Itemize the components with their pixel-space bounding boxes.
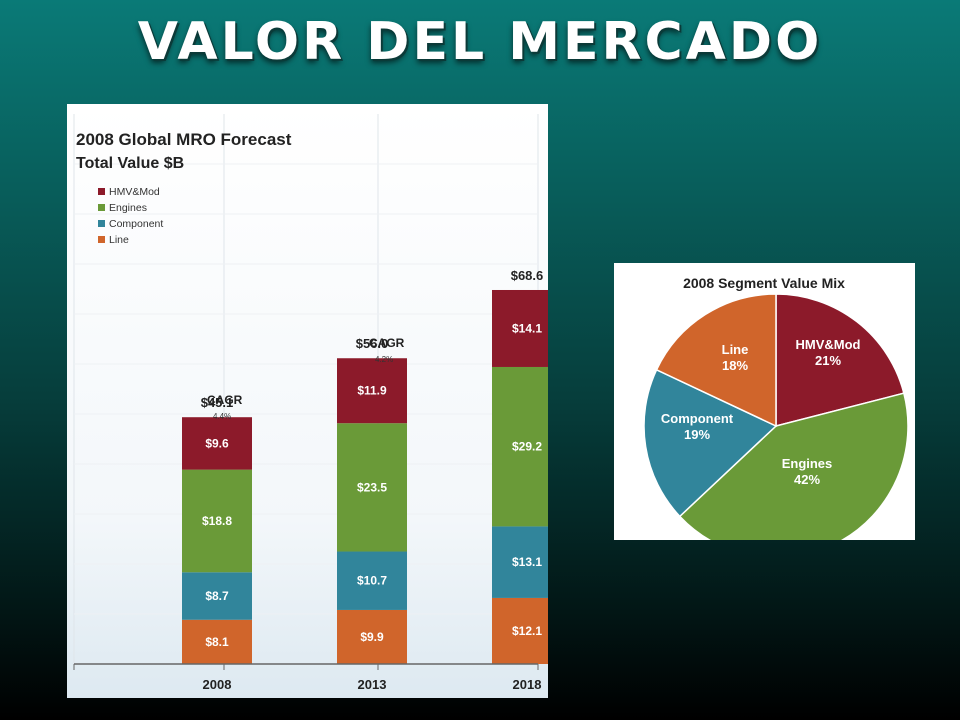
pie-slice bbox=[643, 368, 778, 518]
bar-segment bbox=[182, 619, 252, 664]
bar-segment bbox=[337, 551, 407, 610]
bar-segment bbox=[182, 572, 252, 620]
bar-chart-title: 2008 Global MRO Forecast bbox=[76, 130, 292, 149]
bar-chart-subtitle: Total Value $B bbox=[76, 155, 184, 172]
pie-slice-percent: 21% bbox=[815, 353, 841, 368]
cagr-value: 4.4% bbox=[213, 412, 231, 421]
bar-data-label: $10.7 bbox=[357, 574, 387, 588]
bar-total-label: $45.1 bbox=[201, 395, 234, 410]
x-tick-label: 2013 bbox=[358, 677, 387, 692]
bar-data-label: $12.1 bbox=[512, 624, 542, 638]
pie-slice bbox=[775, 293, 905, 427]
cagr-label: CAGR bbox=[207, 393, 243, 407]
bar-chart: 2008 Global MRO Forecast Total Value $B HM… bbox=[73, 114, 562, 692]
bar-data-label: $29.2 bbox=[512, 440, 542, 454]
legend-entry: HMV&Mod bbox=[109, 186, 160, 198]
bar-data-label: $9.9 bbox=[360, 630, 384, 644]
bar-data-label: $14.1 bbox=[512, 321, 542, 335]
bar-segment bbox=[337, 609, 407, 664]
pie-slice-name: Line bbox=[722, 342, 749, 357]
legend-entry: Component bbox=[109, 218, 163, 230]
cagr-value: 4.2% bbox=[375, 355, 393, 364]
cagr-label: CAGR bbox=[369, 336, 405, 350]
pie-slice-name: HMV&Mod bbox=[796, 337, 861, 352]
bar-total-label: $68.6 bbox=[511, 268, 544, 283]
bar-chart-panel: 2008 Global MRO Forecast Total Value $B HM… bbox=[67, 104, 562, 698]
bar-data-label: $13.1 bbox=[512, 555, 542, 569]
pie-slice-percent: 19% bbox=[684, 427, 710, 442]
bar-segment bbox=[337, 358, 407, 424]
legend-entry: Engines bbox=[109, 202, 147, 214]
x-tick-label: 2018 bbox=[513, 677, 542, 692]
pie-slice-percent: 18% bbox=[722, 358, 748, 373]
pie-slice-name: Engines bbox=[782, 456, 833, 471]
bar-total-label: $56.0 bbox=[356, 336, 389, 351]
bar-segment bbox=[182, 469, 252, 573]
bar-data-label: $18.8 bbox=[202, 514, 232, 528]
pie-slice-name: Component bbox=[661, 411, 734, 426]
pie-chart-title: 2008 Segment Value Mix bbox=[683, 275, 845, 291]
bar-data-label: $9.6 bbox=[205, 436, 229, 450]
bar-data-label: $23.5 bbox=[357, 480, 387, 494]
bar-segment bbox=[182, 417, 252, 470]
bar-data-label: $8.7 bbox=[205, 589, 229, 603]
slide-title: VALOR DEL MERCADO bbox=[137, 12, 823, 72]
legend-entry: Line bbox=[109, 234, 129, 246]
bar-data-label: $8.1 bbox=[205, 635, 229, 649]
legend-swatch bbox=[98, 204, 105, 211]
pie-slice-percent: 42% bbox=[794, 472, 820, 487]
legend-swatch bbox=[98, 236, 105, 243]
pie-slice bbox=[655, 293, 777, 428]
pie-chart-panel: 2008 Segment Value Mix HMV&Mod 21% Engines 4… bbox=[614, 263, 915, 559]
bar-data-label: $11.9 bbox=[357, 384, 387, 398]
legend-swatch bbox=[98, 188, 105, 195]
x-tick-label: 2008 bbox=[203, 677, 232, 692]
legend-swatch bbox=[98, 220, 105, 227]
bar-segment bbox=[337, 423, 407, 552]
